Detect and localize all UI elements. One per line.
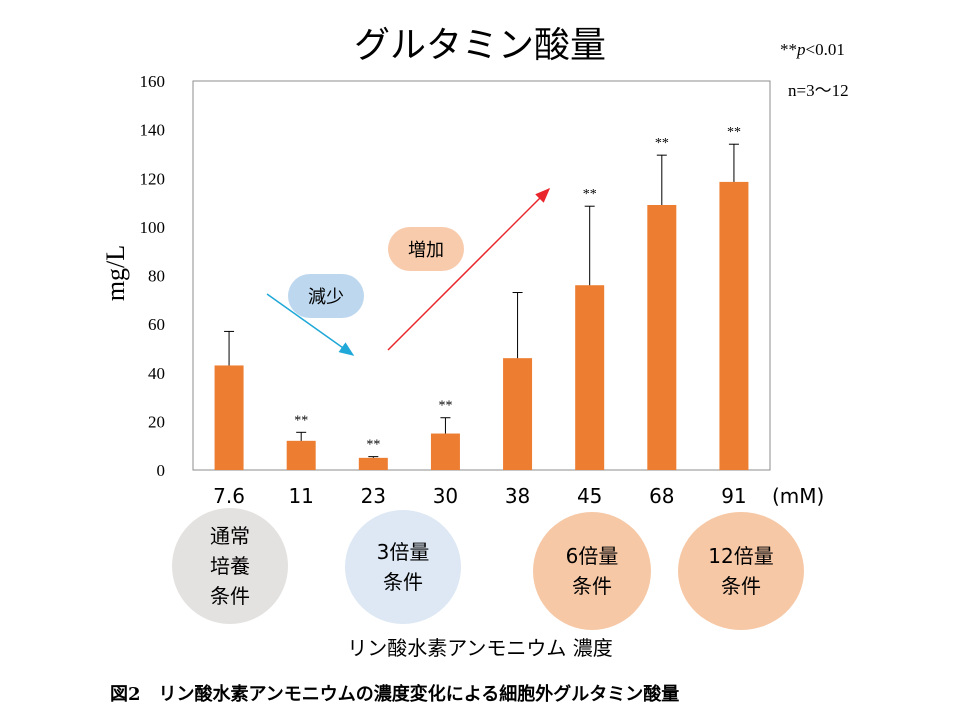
y-tick-label: 0 <box>157 461 166 480</box>
y-tick-label: 80 <box>148 267 165 286</box>
bar <box>719 181 749 470</box>
significance-mark: ** <box>727 125 741 140</box>
condition-3x: 3倍量 条件 <box>345 510 461 624</box>
condition-normal: 通常 培養 条件 <box>172 508 288 624</box>
significance-mark: ** <box>583 187 597 202</box>
bar <box>575 285 605 470</box>
increase-arrow <box>387 187 551 351</box>
y-tick-label: 120 <box>140 169 166 188</box>
significance-note: **p<0.01 <box>780 40 845 60</box>
x-tick-label: 23 <box>361 484 386 508</box>
condition-6x: 6倍量 条件 <box>533 512 651 630</box>
condition-12x-label: 12倍量 条件 <box>708 544 774 598</box>
significance-threshold: <0.01 <box>805 40 845 59</box>
x-tick-label: 11 <box>288 484 313 508</box>
y-axis-label: mg/L <box>101 244 130 302</box>
decrease-label: 減少 <box>288 274 364 318</box>
significance-mark: ** <box>294 413 308 428</box>
condition-6x-label: 6倍量 条件 <box>565 544 619 598</box>
bar <box>214 365 244 470</box>
x-unit-label: (mM) <box>772 484 825 508</box>
bar <box>430 433 460 470</box>
increase-label: 増加 <box>388 227 464 271</box>
sample-size-note: n=3～12 <box>788 81 849 100</box>
significance-mark: ** <box>655 136 669 151</box>
x-tick-label: 30 <box>433 484 458 508</box>
decrease-label-text: 減少 <box>308 287 344 308</box>
significance-p: p <box>797 40 806 59</box>
x-tick-label: 7.6 <box>213 484 245 508</box>
x-axis-caption: リン酸水素アンモニウム 濃度 <box>347 636 613 660</box>
x-tick-label: 38 <box>505 484 530 508</box>
significance-mark: ** <box>438 399 452 414</box>
increase-label-text: 増加 <box>408 240 444 261</box>
x-tick-label: 68 <box>649 484 674 508</box>
y-tick-label: 40 <box>148 364 165 383</box>
bar <box>286 440 316 470</box>
y-tick-label: 60 <box>148 315 165 334</box>
y-tick-label: 20 <box>148 412 165 431</box>
decrease-arrow <box>266 293 355 356</box>
condition-3x-label: 3倍量 条件 <box>376 540 430 594</box>
y-tick-label: 160 <box>140 72 166 91</box>
bar <box>503 358 533 470</box>
y-tick-label: 140 <box>140 121 166 140</box>
x-tick-label: 91 <box>721 484 746 508</box>
significance-mark: ** <box>366 438 380 453</box>
figure-caption: 図2 リン酸水素アンモニウムの濃度変化による細胞外グルタミン酸量 <box>110 684 680 705</box>
significance-prefix: ** <box>780 40 797 59</box>
x-tick-label: 45 <box>577 484 602 508</box>
plot-frame <box>192 80 771 471</box>
chart-title: グルタミン酸量 <box>353 25 606 66</box>
condition-normal-label: 通常 培養 条件 <box>210 524 250 608</box>
bar <box>358 457 388 470</box>
y-tick-label: 100 <box>140 218 166 237</box>
bar <box>647 204 677 470</box>
condition-12x: 12倍量 条件 <box>678 512 804 630</box>
